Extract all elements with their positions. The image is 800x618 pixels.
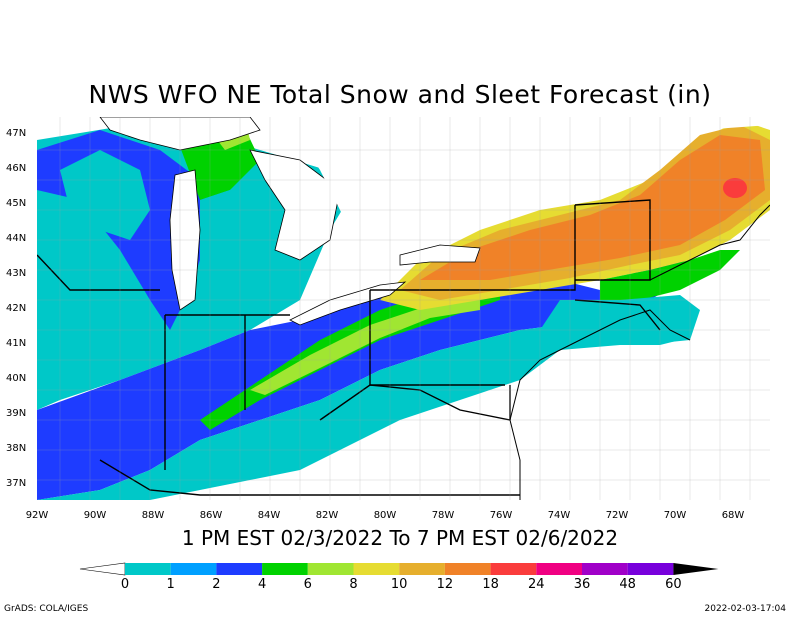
- lon-label: 84W: [257, 510, 281, 521]
- lon-label: 86W: [199, 510, 223, 521]
- colorbar-label: 1: [166, 577, 175, 592]
- lon-label: 68W: [721, 510, 745, 521]
- colorbar-label: 4: [257, 577, 267, 592]
- colorbar-label: 12: [436, 577, 454, 592]
- map-title: NWS WFO NE Total Snow and Sleet Forecast…: [88, 80, 712, 109]
- lat-label: 46N: [6, 163, 27, 174]
- lon-label: 76W: [489, 510, 513, 521]
- colorbar-label: 60: [665, 577, 682, 592]
- lat-label: 37N: [6, 478, 27, 489]
- footer-timestamp: 2022-02-03-17:04: [704, 604, 787, 614]
- colorbar-label: 36: [573, 577, 591, 592]
- lon-label: 74W: [547, 510, 571, 521]
- lon-label: 90W: [83, 510, 107, 521]
- lon-label: 82W: [315, 510, 339, 521]
- colorbar-label: 0: [120, 577, 130, 592]
- lon-label: 70W: [663, 510, 687, 521]
- lon-label: 72W: [605, 510, 629, 521]
- colorbar-label: 2: [212, 577, 221, 592]
- snow-zone-blue: [37, 260, 700, 500]
- lon-label: 78W: [431, 510, 455, 521]
- lon-label: 88W: [141, 510, 165, 521]
- lat-label: 42N: [6, 303, 27, 314]
- lon-label: 92W: [25, 510, 49, 521]
- lat-label: 40N: [6, 373, 27, 384]
- lat-label: 45N: [6, 198, 27, 209]
- colorbar-label: 6: [303, 577, 312, 592]
- colorbar-label: 8: [349, 577, 358, 592]
- forecast-period: 1 PM EST 02/3/2022 To 7 PM EST 02/6/2022: [181, 526, 619, 550]
- colorbar-label: 48: [619, 577, 636, 592]
- lat-label: 43N: [6, 268, 27, 279]
- colorbar-label: 24: [528, 577, 545, 592]
- colorbar-label: 10: [390, 577, 408, 592]
- lat-label: 38N: [6, 443, 27, 454]
- lat-label: 44N: [6, 233, 27, 244]
- lon-label: 80W: [373, 510, 397, 521]
- lake-erie: [289, 281, 407, 326]
- colorbar-label: 18: [482, 577, 499, 592]
- footer-credit: GrADS: COLA/IGES: [4, 604, 89, 614]
- lat-label: 47N: [6, 128, 27, 139]
- lat-label: 39N: [6, 408, 27, 419]
- lat-label: 41N: [6, 338, 27, 349]
